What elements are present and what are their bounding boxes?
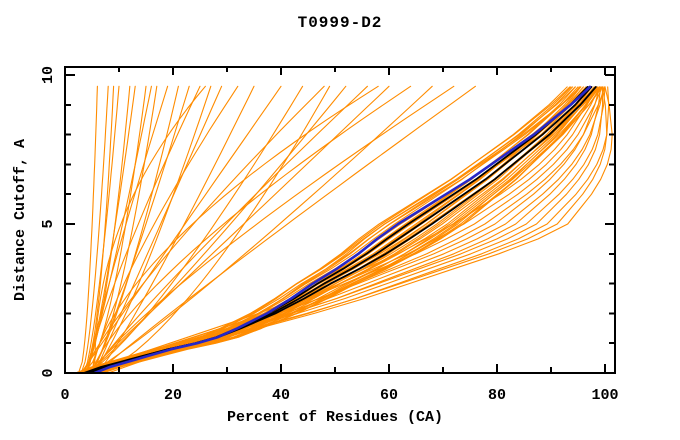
y-tick-label: 10 [40, 66, 57, 84]
model-curve-bundle [82, 86, 574, 372]
best-model-curve [93, 85, 592, 372]
x-tick-label: 80 [488, 387, 506, 404]
y-tick-label: 0 [40, 368, 57, 377]
axes-layer [64, 66, 616, 374]
model-curve-steep [83, 85, 120, 372]
model-curve-steep [94, 85, 206, 372]
model-curve-bundle [90, 86, 584, 372]
tick-labels-layer: 0 20 40 60 80 100 0 5 10 [40, 66, 619, 404]
model-curve-steep [80, 85, 109, 372]
model-curve-fan [92, 85, 368, 372]
model-curve-fan [98, 85, 331, 372]
x-tick-label: 40 [272, 387, 290, 404]
model-curve-bundle [84, 86, 571, 372]
x-axis-title: Percent of Residues (CA) [227, 409, 443, 426]
model-curve-bundle [101, 86, 597, 372]
model-curve-lagging [98, 86, 604, 372]
chart-title: T0999-D2 [298, 14, 383, 32]
model-curve-steep [86, 85, 169, 372]
x-tick-label: 100 [591, 387, 618, 404]
x-tick-label: 60 [380, 387, 398, 404]
model-curve-bundle [93, 86, 593, 372]
model-curve-bundle [82, 86, 576, 372]
model-curve-fan [81, 85, 282, 372]
model-curve-lagging [98, 86, 608, 372]
selected-model-curve [89, 86, 589, 372]
curves-layer [76, 85, 613, 372]
model-curve-fan [91, 85, 379, 372]
model-curve-fan [89, 85, 433, 372]
model-curve-fan [91, 85, 412, 372]
model-curve-steep [81, 85, 115, 372]
y-axis-title: Distance Cutoff, A [12, 139, 29, 301]
model-curve-fan [83, 85, 325, 372]
model-curve-bundle [82, 86, 587, 372]
model-curve-steep [78, 85, 98, 372]
model-curve-bundle [92, 86, 582, 372]
model-curve-steep [91, 85, 239, 372]
model-curve-fan [97, 85, 476, 372]
model-curve-steep [94, 85, 223, 372]
model-curve-bundle [90, 86, 601, 372]
y-tick-label: 5 [40, 219, 57, 228]
model-curve-bundle [79, 86, 568, 372]
plot-border [64, 66, 616, 374]
model-curve-fan [92, 85, 455, 372]
model-curve-steep [89, 85, 158, 372]
model-curve-lagging [93, 86, 606, 372]
model-curve-steep [86, 85, 201, 372]
model-curve-fan [86, 85, 390, 372]
x-tick-label: 0 [60, 387, 69, 404]
model-curve-lagging [98, 86, 605, 372]
model-curve-bundle [87, 86, 572, 372]
x-tick-label: 20 [164, 387, 182, 404]
